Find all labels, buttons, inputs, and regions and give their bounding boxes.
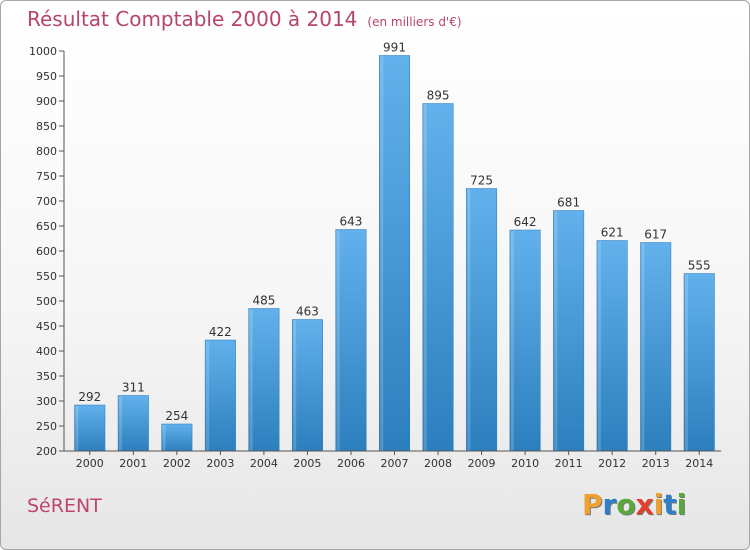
- value-label-2002: 254: [165, 409, 188, 423]
- x-tick-label-2004: 2004: [250, 457, 278, 470]
- x-tick-label-2009: 2009: [468, 457, 496, 470]
- bar-2009: [466, 188, 498, 452]
- y-tick-label-750: 750: [36, 170, 57, 183]
- value-label-2014: 555: [688, 259, 711, 273]
- bar-highlight-2006: [336, 230, 340, 451]
- bar-highlight-2012: [597, 241, 601, 451]
- bar-highlight-2004: [249, 309, 253, 451]
- x-tick-label-2010: 2010: [511, 457, 539, 470]
- value-label-2001: 311: [122, 381, 145, 395]
- value-label-2008: 895: [427, 89, 450, 103]
- bar-2008: [422, 103, 454, 452]
- x-tick-label-2000: 2000: [76, 457, 104, 470]
- bar-2001: [117, 395, 149, 452]
- bar-2012: [596, 240, 628, 452]
- bar-2010: [509, 229, 541, 452]
- commune-name: SéRENT: [27, 495, 102, 517]
- value-label-2006: 643: [340, 215, 363, 229]
- bar-highlight-2000: [75, 406, 79, 451]
- bar-highlight-2008: [423, 104, 427, 451]
- axis-layer: 200 250 300 350 400 450 500 550 600 650 700 750 800 8…: [29, 45, 721, 470]
- bar-highlight-2013: [641, 243, 645, 451]
- chart-subtitle: (en milliers d'€): [367, 15, 462, 29]
- y-tick-label-800: 800: [36, 145, 57, 158]
- bar-2014: [683, 273, 715, 452]
- bar-2006: [335, 229, 367, 452]
- bar-highlight-2003: [206, 341, 210, 451]
- y-tick-label-950: 950: [36, 70, 57, 83]
- bar-2013: [640, 242, 672, 452]
- y-tick-label-1000: 1000: [29, 45, 57, 58]
- y-tick-label-550: 550: [36, 270, 57, 283]
- y-tick-label-450: 450: [36, 320, 57, 333]
- logo-letter: t: [663, 488, 677, 521]
- x-tick-label-2006: 2006: [337, 457, 365, 470]
- x-tick-label-2013: 2013: [642, 457, 670, 470]
- bar-2007: [379, 55, 410, 452]
- bar-2011: [553, 210, 585, 452]
- logo-letter: P: [582, 488, 603, 521]
- x-tick-label-2001: 2001: [119, 457, 147, 470]
- y-tick-label-200: 200: [36, 445, 57, 458]
- bar-2000: [74, 404, 106, 452]
- bar-highlight-2007: [380, 56, 384, 451]
- value-label-2013: 617: [644, 228, 667, 242]
- y-tick-label-700: 700: [36, 195, 57, 208]
- bar-highlight-2001: [119, 396, 123, 451]
- y-tick-label-650: 650: [36, 220, 57, 233]
- logo-letter: i: [653, 488, 664, 521]
- value-label-2005: 463: [296, 305, 319, 319]
- x-tick-label-2003: 2003: [206, 457, 234, 470]
- x-tick-label-2005: 2005: [293, 457, 321, 470]
- bar-highlight-2011: [554, 211, 558, 451]
- x-tick-label-2014: 2014: [685, 457, 713, 470]
- logo-letter: i: [676, 488, 687, 521]
- value-label-2000: 292: [78, 390, 101, 404]
- bars-layer: 292 311 254 422 485 463 643 991 895 725 642 681 621 6…: [74, 41, 715, 452]
- y-tick-label-350: 350: [36, 370, 57, 383]
- x-tick-label-2007: 2007: [381, 457, 409, 470]
- y-tick-label-300: 300: [36, 395, 57, 408]
- y-tick-label-250: 250: [36, 420, 57, 433]
- chart-title-text: Résultat Comptable 2000 à 2014: [27, 7, 358, 31]
- chart-title: Résultat Comptable 2000 à 2014 (en millie…: [27, 7, 462, 31]
- value-label-2009: 725: [470, 174, 493, 188]
- y-tick-label-600: 600: [36, 245, 57, 258]
- bar-highlight-2009: [467, 189, 471, 451]
- proxiti-logo: Proxiti: [582, 488, 686, 521]
- x-tick-label-2002: 2002: [163, 457, 191, 470]
- bar-highlight-2014: [684, 274, 688, 451]
- y-tick-label-850: 850: [36, 120, 57, 133]
- bar-2002: [161, 423, 193, 452]
- bar-2004: [248, 308, 280, 452]
- y-tick-label-500: 500: [36, 295, 57, 308]
- value-label-2003: 422: [209, 325, 232, 339]
- bar-2003: [204, 339, 236, 452]
- bar-highlight-2005: [293, 320, 297, 451]
- y-tick-label-900: 900: [36, 95, 57, 108]
- bar-highlight-2010: [510, 231, 514, 451]
- x-tick-label-2008: 2008: [424, 457, 452, 470]
- x-tick-label-2011: 2011: [555, 457, 583, 470]
- value-label-2011: 681: [557, 196, 580, 210]
- bar-highlight-2002: [162, 425, 166, 451]
- value-label-2007: 991: [383, 41, 406, 55]
- value-label-2012: 621: [601, 226, 624, 240]
- logo-letter: o: [616, 488, 636, 521]
- logo-letter: r: [602, 488, 617, 521]
- logo-letter: x: [635, 488, 654, 521]
- x-tick-label-2012: 2012: [598, 457, 626, 470]
- y-tick-label-400: 400: [36, 345, 57, 358]
- value-label-2004: 485: [252, 294, 275, 308]
- bar-2005: [291, 319, 323, 452]
- value-label-2010: 642: [514, 215, 537, 229]
